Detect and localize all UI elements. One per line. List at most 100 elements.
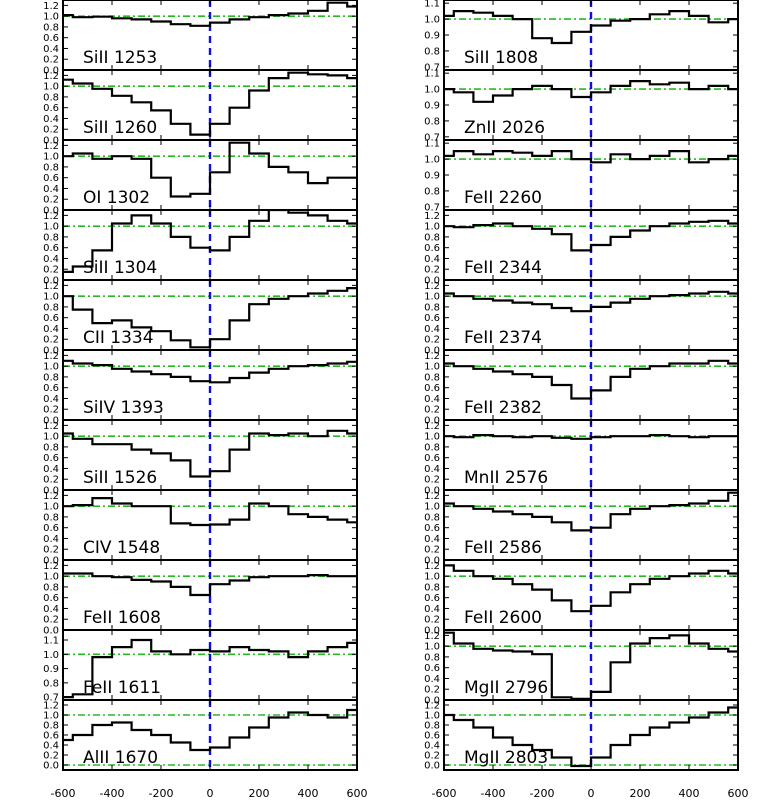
y-tick-label: 0.0 [424, 761, 440, 772]
y-tick-label: 0.2 [424, 685, 440, 696]
y-tick-label: 1.0 [43, 362, 59, 373]
y-tick-label: 1.2 [43, 421, 59, 432]
y-tick-label: 0.8 [43, 232, 59, 243]
y-tick-label: 1.2 [43, 561, 59, 572]
y-tick-label: 1.0 [424, 155, 440, 166]
y-tick-label: 1.0 [424, 362, 440, 373]
y-tick-label: 1.0 [424, 292, 440, 303]
x-tick-label: 600 [347, 787, 368, 800]
spectrum-panel: 0.00.20.40.60.81.01.2 FeII 2344 [424, 209, 739, 287]
y-tick-label: 0.4 [424, 394, 440, 405]
spectrum-line [63, 638, 357, 699]
y-tick-label: 1.2 [424, 351, 440, 362]
y-tick-label: 0.0 [424, 416, 440, 427]
y-tick-label: 0.4 [43, 534, 59, 545]
y-tick-label: 0.8 [43, 721, 59, 732]
y-tick-label: 0.8 [424, 582, 440, 593]
y-tick-label: 0.2 [424, 751, 440, 762]
y-tick-label: 1.0 [43, 502, 59, 513]
ion-label: CIV 1548 [83, 538, 160, 558]
spectrum-line [444, 359, 738, 400]
y-tick-label: 0.4 [424, 741, 440, 752]
y-tick-label: 0.2 [424, 265, 440, 276]
y-tick-label: 0.2 [424, 405, 440, 416]
y-tick-label: 0.0 [43, 136, 59, 147]
y-tick-label: 0.6 [43, 313, 59, 324]
spectrum-panel: 0.7 0.8 0.9 1.0 1.1 FeII 2260 [424, 139, 739, 213]
y-tick-label: 0.4 [424, 464, 440, 475]
x-tick-label: 0 [588, 787, 595, 800]
ion-label: FeII 2600 [464, 608, 542, 628]
y-tick-label: 0.6 [424, 243, 440, 254]
ion-label: FeII 2374 [464, 328, 542, 348]
y-tick-label: 0.6 [43, 453, 59, 464]
ion-label: FeII 1611 [83, 678, 161, 698]
y-tick-label: 0.9 [424, 101, 440, 112]
y-tick-label: 0.8 [43, 512, 59, 523]
y-tick-label: 1.2 [43, 1, 59, 12]
y-tick-label: 0.4 [43, 741, 59, 752]
ion-label: FeII 2260 [464, 188, 542, 208]
y-tick-label: 0.2 [43, 475, 59, 486]
spectrum-line [444, 150, 738, 164]
y-tick-label: 0.6 [43, 243, 59, 254]
y-tick-label: 0.6 [43, 383, 59, 394]
y-tick-label: 0.7 [43, 693, 59, 704]
ion-label: CII 1334 [83, 328, 154, 348]
y-tick-label: 0.9 [43, 664, 59, 675]
y-tick-label: 0.2 [424, 335, 440, 346]
x-tick-label: 400 [298, 787, 319, 800]
y-tick-label: 0.2 [43, 55, 59, 66]
x-tick-label: -400 [481, 787, 506, 800]
y-tick-label: 0.6 [43, 593, 59, 604]
ion-label: FeII 2586 [464, 538, 542, 558]
y-tick-label: 0.8 [424, 442, 440, 453]
spectrum-line [63, 359, 357, 384]
y-tick-label: 0.7 [424, 62, 440, 73]
ion-label: SiII 1253 [83, 48, 157, 68]
x-tick-label: -400 [100, 787, 125, 800]
y-tick-label: 0.6 [424, 663, 440, 674]
y-tick-label: 0.0 [43, 276, 59, 287]
y-tick-label: 0.8 [43, 372, 59, 383]
y-tick-label: 0.8 [43, 582, 59, 593]
x-tick-label: 200 [630, 787, 651, 800]
spectrum-line [444, 80, 738, 103]
y-tick-label: 0.0 [424, 696, 440, 707]
y-tick-label: 0.6 [424, 383, 440, 394]
y-tick-label: 0.4 [43, 184, 59, 195]
y-tick-label: 1.1 [43, 636, 59, 647]
y-tick-label: 0.4 [424, 674, 440, 685]
y-tick-label: 1.2 [43, 701, 59, 712]
y-tick-label: 0.2 [43, 335, 59, 346]
y-tick-label: 0.0 [424, 556, 440, 567]
x-tick-label: 600 [728, 787, 749, 800]
y-tick-label: 0.2 [43, 545, 59, 556]
y-tick-label: 0.4 [43, 394, 59, 405]
ion-label: SiIV 1393 [83, 398, 164, 418]
y-tick-label: 0.8 [43, 678, 59, 689]
y-tick-label: 0.8 [43, 302, 59, 313]
y-tick-label: 1.0 [424, 222, 440, 233]
y-tick-label: 0.0 [43, 761, 59, 772]
spectrum-panel: 0.00.20.40.60.81.01.2 AlII 1670 [43, 699, 358, 772]
ion-label: SiII 1304 [83, 258, 157, 278]
y-tick-label: 1.0 [43, 432, 59, 443]
y-tick-label: 0.8 [424, 186, 440, 197]
y-tick-label: 1.0 [43, 650, 59, 661]
y-tick-label: 1.0 [43, 711, 59, 722]
spectrum-line [63, 572, 357, 597]
y-tick-label: 1.2 [43, 491, 59, 502]
y-tick-label: 0.0 [43, 486, 59, 497]
y-tick-label: 0.4 [43, 254, 59, 265]
ion-label: AlII 1670 [83, 748, 158, 768]
